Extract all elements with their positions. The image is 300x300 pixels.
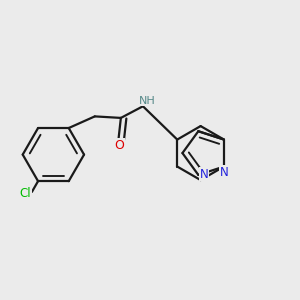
Text: O: O <box>114 139 124 152</box>
Text: N: N <box>200 168 208 181</box>
Text: Cl: Cl <box>20 187 31 200</box>
Text: NH: NH <box>139 96 155 106</box>
Text: N: N <box>220 166 228 178</box>
